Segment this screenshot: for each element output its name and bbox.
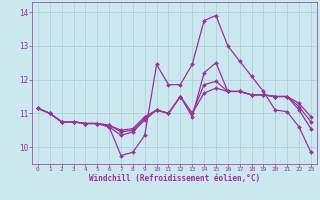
X-axis label: Windchill (Refroidissement éolien,°C): Windchill (Refroidissement éolien,°C) [89,174,260,183]
